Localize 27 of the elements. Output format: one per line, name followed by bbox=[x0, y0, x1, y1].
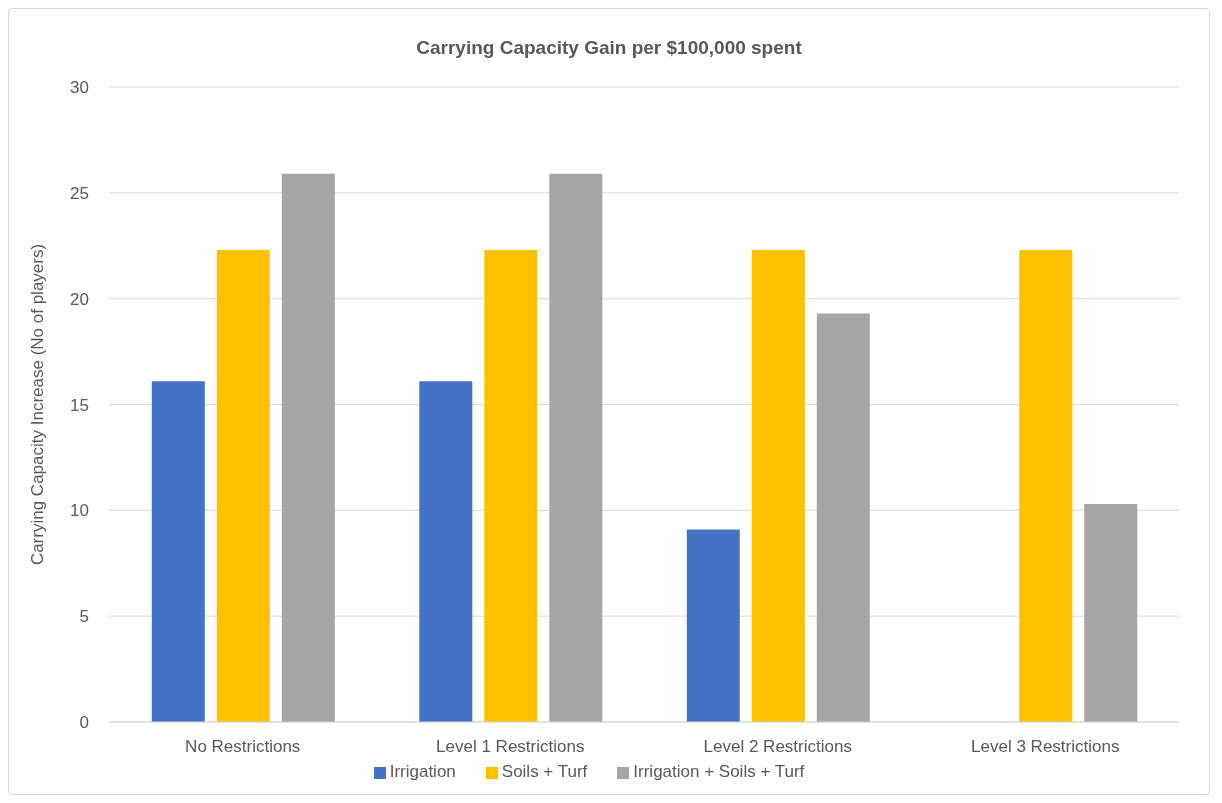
bar bbox=[484, 249, 538, 722]
x-tick-label: No Restrictions bbox=[185, 737, 301, 757]
y-tick-label: 20 bbox=[70, 289, 89, 309]
bar bbox=[686, 529, 740, 722]
bar bbox=[419, 381, 473, 722]
y-tick-label: 15 bbox=[70, 395, 89, 415]
bar bbox=[816, 313, 870, 722]
y-tick-label: 10 bbox=[70, 501, 89, 521]
bar bbox=[1019, 249, 1073, 722]
y-tick-label: 30 bbox=[70, 78, 89, 98]
legend-label: Irrigation bbox=[389, 762, 456, 781]
y-axis-title: Carrying Capacity Increase (No of players) bbox=[28, 243, 48, 566]
y-tick-label: 5 bbox=[79, 607, 89, 627]
bar bbox=[549, 173, 603, 722]
legend-label: Irrigation + Soils + Turf bbox=[633, 762, 805, 781]
x-tick-label: Level 2 Restrictions bbox=[703, 737, 852, 757]
x-tick-label: Level 3 Restrictions bbox=[971, 737, 1120, 757]
chart-title: Carrying Capacity Gain per $100,000 spent bbox=[415, 36, 803, 60]
bar bbox=[281, 173, 335, 722]
legend-label: Soils + Turf bbox=[501, 762, 588, 781]
bar bbox=[216, 249, 270, 722]
bar bbox=[1084, 503, 1138, 722]
y-tick-label: 0 bbox=[79, 713, 89, 733]
x-tick-label: Level 1 Restrictions bbox=[436, 737, 585, 757]
bar bbox=[751, 249, 805, 722]
y-tick-label: 25 bbox=[70, 183, 89, 203]
bar bbox=[151, 381, 205, 722]
